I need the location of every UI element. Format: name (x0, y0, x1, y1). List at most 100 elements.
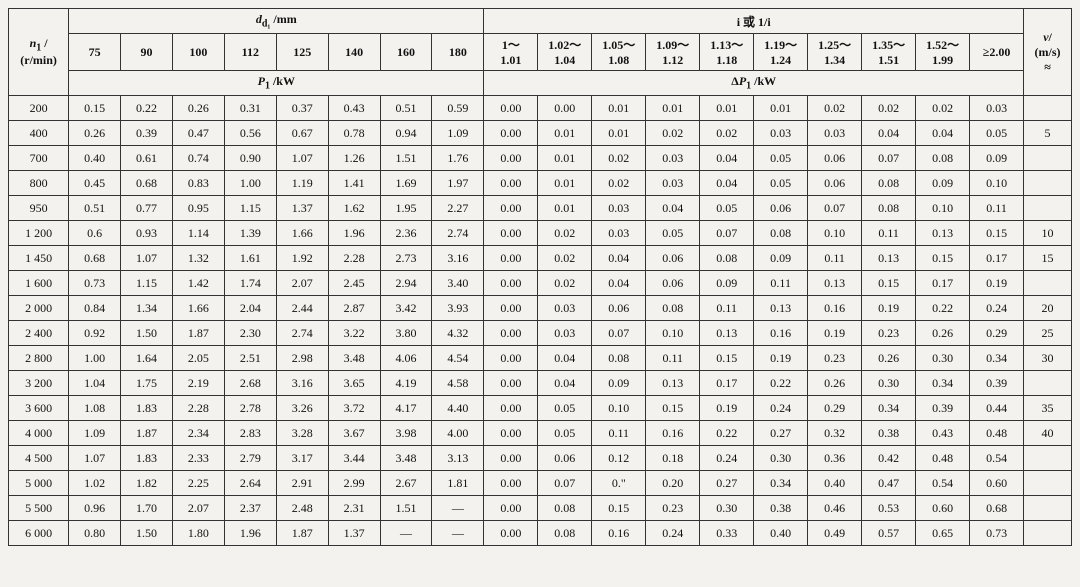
cell-i: 0.30 (916, 346, 970, 371)
cell-d: 1.07 (276, 146, 328, 171)
cell-d: 1.64 (121, 346, 173, 371)
cell-i: 0.11 (862, 221, 916, 246)
cell-i: 0.16 (808, 296, 862, 321)
table-row: 3 2001.041.752.192.683.163.654.194.580.0… (9, 371, 1072, 396)
cell-i: 0.01 (538, 196, 592, 221)
cell-d: 3.16 (276, 371, 328, 396)
cell-i: 0.07 (808, 196, 862, 221)
cell-i: 0.16 (592, 521, 646, 546)
cell-d: 1.96 (224, 521, 276, 546)
cell-i: 0.03 (538, 321, 592, 346)
cell-i: 0.60 (916, 496, 970, 521)
cell-i: 0.13 (808, 271, 862, 296)
cell-i: 0.03 (538, 296, 592, 321)
cell-n1: 800 (9, 171, 69, 196)
table-row: 4 5001.071.832.332.793.173.443.483.130.0… (9, 446, 1072, 471)
cell-v (1024, 146, 1072, 171)
cell-d: 1.08 (69, 396, 121, 421)
cell-n1: 4 000 (9, 421, 69, 446)
cell-i: 0.05 (646, 221, 700, 246)
cell-i: 0.04 (700, 171, 754, 196)
cell-i: 0.65 (916, 521, 970, 546)
cell-d: 2.34 (172, 421, 224, 446)
cell-d: 1.26 (328, 146, 380, 171)
cell-d: 2.48 (276, 496, 328, 521)
cell-i: 0.00 (484, 146, 538, 171)
cell-d: 1.42 (172, 271, 224, 296)
cell-d: 1.69 (380, 171, 432, 196)
cell-d: 1.62 (328, 196, 380, 221)
cell-i: 0.10 (592, 396, 646, 421)
cell-i: 0.16 (646, 421, 700, 446)
cell-n1: 3 200 (9, 371, 69, 396)
cell-d: 3.48 (380, 446, 432, 471)
cell-v: 30 (1024, 346, 1072, 371)
cell-i: 0.48 (970, 421, 1024, 446)
cell-d: 2.31 (328, 496, 380, 521)
cell-d: 0.84 (69, 296, 121, 321)
cell-d: 0.90 (224, 146, 276, 171)
cell-i: 0.30 (700, 496, 754, 521)
cell-i: 0.13 (700, 321, 754, 346)
cell-d: 1.95 (380, 196, 432, 221)
cell-d: 1.83 (121, 396, 173, 421)
cell-i: 0.03 (646, 171, 700, 196)
cell-i: 0.54 (916, 471, 970, 496)
cell-d: 0.40 (69, 146, 121, 171)
cell-i: 0.02 (646, 121, 700, 146)
cell-d: 3.17 (276, 446, 328, 471)
cell-d: — (432, 496, 484, 521)
cell-v (1024, 196, 1072, 221)
cell-d: 0.59 (432, 96, 484, 121)
cell-i: 0.16 (754, 321, 808, 346)
cell-d: 2.27 (432, 196, 484, 221)
cell-d: 4.58 (432, 371, 484, 396)
cell-d: 3.98 (380, 421, 432, 446)
cell-d: 4.00 (432, 421, 484, 446)
table-row: 4 0001.091.872.342.833.283.673.984.000.0… (9, 421, 1072, 446)
cell-i: 0.00 (484, 421, 538, 446)
cell-i: 0.34 (754, 471, 808, 496)
cell-i: 0.34 (862, 396, 916, 421)
cell-d: 1.41 (328, 171, 380, 196)
cell-i: 0.01 (538, 121, 592, 146)
cell-i: 0.00 (484, 246, 538, 271)
power-ratio-table: n1 /(r/min) dd₁ /mm i 或 1/i v/(m/s)≈ 75 … (8, 8, 1072, 546)
cell-d: 1.82 (121, 471, 173, 496)
cell-i: 0.08 (862, 171, 916, 196)
cell-d: 2.05 (172, 346, 224, 371)
cell-d: 2.74 (276, 321, 328, 346)
cell-i: 0.01 (538, 146, 592, 171)
cell-i: 0.38 (754, 496, 808, 521)
cell-i: 0.53 (862, 496, 916, 521)
cell-d: 1.83 (121, 446, 173, 471)
cell-i: 0.02 (700, 121, 754, 146)
cell-d: 2.91 (276, 471, 328, 496)
cell-i: 0.04 (592, 246, 646, 271)
cell-i: 0.06 (808, 171, 862, 196)
cell-i: 0.02 (538, 221, 592, 246)
cell-i: 0.02 (592, 146, 646, 171)
cell-i: 0.06 (538, 446, 592, 471)
cell-d: 4.06 (380, 346, 432, 371)
cell-i: 0.04 (916, 121, 970, 146)
cell-d: 0.67 (276, 121, 328, 146)
cell-d: 0.37 (276, 96, 328, 121)
cell-i: 0.15 (916, 246, 970, 271)
table-row: 2000.150.220.260.310.370.430.510.590.000… (9, 96, 1072, 121)
table-body: 2000.150.220.260.310.370.430.510.590.000… (9, 96, 1072, 546)
cell-d: 3.48 (328, 346, 380, 371)
cell-i: 0.22 (916, 296, 970, 321)
cell-i: 0.17 (970, 246, 1024, 271)
cell-i: 0.39 (970, 371, 1024, 396)
cell-v (1024, 271, 1072, 296)
cell-d: 1.66 (276, 221, 328, 246)
th-i-4: 1.13～1.18 (700, 34, 754, 71)
cell-i: 0.15 (862, 271, 916, 296)
cell-i: 0.03 (754, 121, 808, 146)
cell-v: 25 (1024, 321, 1072, 346)
cell-i: 0.24 (700, 446, 754, 471)
cell-d: 1.87 (276, 521, 328, 546)
th-d-7: 180 (432, 34, 484, 71)
cell-d: 4.54 (432, 346, 484, 371)
